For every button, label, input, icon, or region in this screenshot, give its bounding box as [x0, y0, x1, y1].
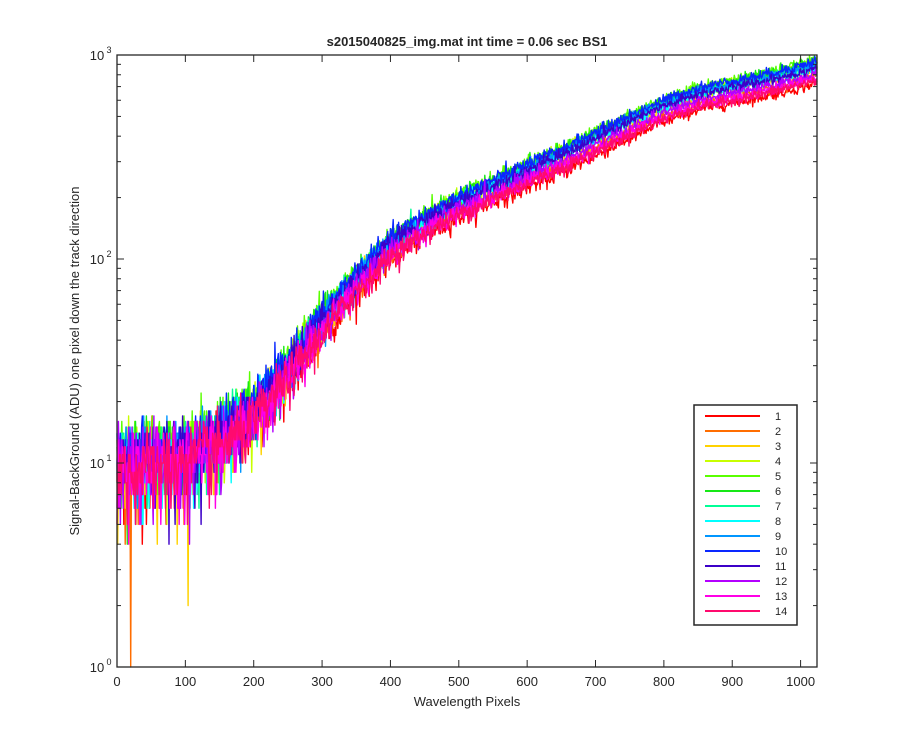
- legend-label-9: 9: [775, 531, 781, 543]
- legend-box: [693, 404, 798, 626]
- legend-label-7: 7: [775, 501, 781, 513]
- axes: [116, 54, 818, 668]
- x-tick-label: 1000: [786, 674, 815, 689]
- y-tick-label: 10: [90, 456, 104, 471]
- legend-label-8: 8: [775, 516, 781, 528]
- legend-label-1: 1: [775, 411, 781, 423]
- legend-label-3: 3: [775, 441, 781, 453]
- legend-label-2: 2: [775, 426, 781, 438]
- legend-label-5: 5: [775, 471, 781, 483]
- y-axis-label: Signal-BackGround (ADU) one pixel down t…: [67, 186, 82, 535]
- x-tick-label: 400: [380, 674, 402, 689]
- x-tick-label: 200: [243, 674, 265, 689]
- y-tick-label: 10: [90, 48, 104, 63]
- legend-label-10: 10: [775, 546, 787, 558]
- y-tick-exponent: 2: [106, 249, 111, 259]
- y-tick-exponent: 1: [106, 453, 111, 463]
- x-tick-label: 500: [448, 674, 470, 689]
- series-line-10: [116, 55, 818, 509]
- y-tick-exponent: 3: [106, 45, 111, 55]
- x-tick-label: 300: [311, 674, 333, 689]
- y-tick-label: 10: [90, 252, 104, 267]
- x-tick-label: 800: [653, 674, 675, 689]
- x-axis-ticks: 0 100 200 300 400 500 600 700 800 900 1000: [113, 55, 815, 689]
- legend-label-6: 6: [775, 486, 781, 498]
- series-layer: [116, 54, 818, 668]
- x-tick-label: 0: [113, 674, 120, 689]
- legend-label-14: 14: [775, 606, 787, 618]
- x-axis-label: Wavelength Pixels: [414, 694, 521, 709]
- series-line-14: [116, 76, 818, 526]
- x-tick-label: 700: [585, 674, 607, 689]
- y-tick-exponent: 0: [106, 657, 111, 667]
- x-tick-label: 900: [721, 674, 743, 689]
- legend-label-11: 11: [775, 561, 786, 573]
- legend-label-4: 4: [775, 456, 781, 468]
- chart-title: s2015040825_img.mat int time = 0.06 sec …: [327, 34, 608, 49]
- x-tick-label: 600: [516, 674, 538, 689]
- plot-frame: [116, 54, 818, 668]
- legend-label-12: 12: [775, 576, 787, 588]
- x-tick-label: 100: [175, 674, 197, 689]
- y-tick-label: 10: [90, 660, 104, 675]
- legend-label-13: 13: [775, 591, 787, 603]
